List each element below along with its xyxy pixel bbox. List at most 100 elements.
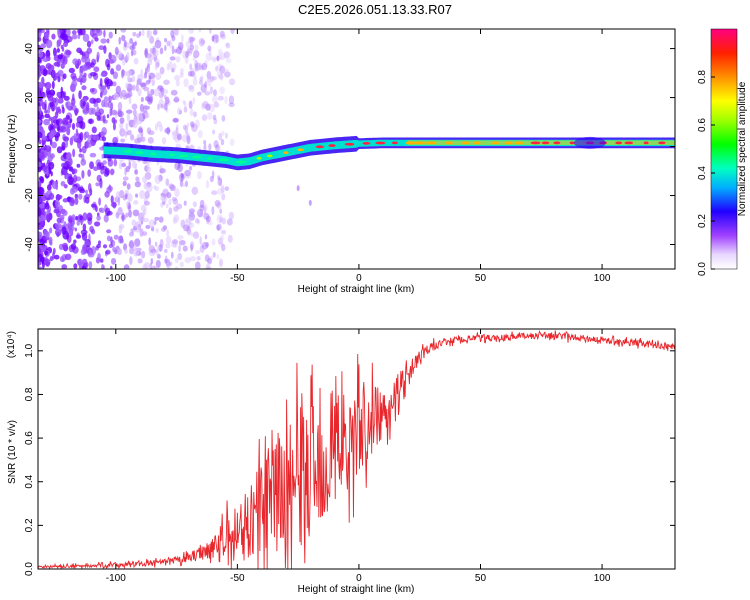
x-tick-label: 50	[475, 573, 487, 584]
noise-point	[131, 84, 136, 91]
noise-point	[180, 67, 184, 75]
noise-point	[122, 180, 127, 187]
spectrogram-panel: -100 -50 0 50 100 -40 -20 0 20 40 Height of stra…	[7, 28, 676, 295]
noise-point	[85, 196, 90, 204]
noise-point	[45, 39, 53, 49]
noise-point	[217, 145, 221, 153]
snr-x-ticks: -100 -50 0 50 100	[106, 329, 611, 584]
noise-point	[216, 188, 224, 195]
noise-point	[100, 88, 108, 96]
noise-point	[179, 261, 184, 268]
noise-point	[38, 29, 43, 33]
noise-point	[115, 64, 122, 72]
noise-point	[118, 158, 125, 163]
ridge-hotspot	[178, 154, 189, 158]
noise-point	[192, 201, 197, 208]
noise-point	[110, 195, 114, 204]
noise-point	[73, 133, 78, 142]
noise-point	[104, 191, 110, 198]
noise-point	[197, 170, 202, 180]
noise-point	[209, 75, 215, 83]
noise-point	[183, 101, 187, 108]
noise-point	[38, 124, 43, 133]
noise-point	[38, 260, 42, 266]
noise-point	[71, 214, 76, 223]
noise-point	[139, 228, 144, 237]
noise-point	[168, 183, 175, 190]
ridge-hotspot	[328, 144, 336, 147]
scatter-noise-cloud	[38, 29, 312, 269]
noise-point	[132, 120, 138, 129]
noise-point	[206, 217, 210, 225]
noise-point	[106, 210, 113, 216]
noise-point	[174, 48, 178, 54]
noise-point	[90, 107, 97, 115]
noise-point	[74, 197, 79, 205]
noise-point	[108, 243, 114, 249]
noise-point	[211, 190, 218, 196]
noise-point	[98, 197, 101, 206]
noise-point	[225, 57, 232, 64]
noise-point	[95, 182, 100, 187]
noise-point	[110, 68, 115, 75]
ridge-hotspot	[658, 141, 666, 145]
noise-point	[164, 45, 167, 52]
ridge-hotspot	[362, 141, 371, 145]
noise-point	[181, 134, 189, 143]
noise-point	[173, 205, 179, 212]
noise-point	[140, 250, 146, 259]
noise-point	[171, 130, 177, 136]
noise-point	[212, 57, 217, 63]
noise-point	[178, 239, 186, 246]
noise-point	[136, 33, 141, 39]
noise-point	[173, 96, 180, 103]
noise-point	[171, 35, 176, 42]
noise-point	[228, 78, 236, 86]
noise-point	[50, 171, 53, 177]
noise-point	[221, 115, 226, 122]
noise-point	[49, 227, 53, 234]
noise-point	[184, 125, 189, 135]
noise-point	[160, 195, 166, 202]
noise-point	[40, 214, 46, 222]
snr-panel: -100 -50 0 50 100 0.0 0.2 0.4 0.6 0.8 1.0 Height …	[6, 328, 676, 595]
noise-point	[212, 114, 217, 121]
noise-point	[71, 122, 76, 131]
noise-point	[212, 129, 216, 135]
noise-point	[62, 198, 69, 203]
noise-point	[144, 67, 148, 75]
noise-point	[168, 207, 173, 215]
noise-point	[117, 196, 121, 206]
noise-point	[82, 100, 86, 107]
noise-point	[178, 42, 184, 51]
noise-point	[125, 109, 133, 114]
noise-point	[54, 111, 59, 119]
noise-point	[173, 239, 178, 248]
noise-point	[219, 86, 225, 95]
noise-point	[41, 101, 46, 110]
noise-point	[208, 29, 212, 34]
noise-point	[219, 216, 222, 224]
ridge-hotspot	[283, 151, 289, 155]
noise-point	[188, 221, 192, 226]
ridge-hotspot	[615, 141, 623, 145]
noise-point	[63, 95, 70, 101]
noise-point	[61, 141, 66, 151]
noise-point	[148, 57, 153, 62]
noise-point	[205, 264, 212, 269]
noise-point	[205, 52, 212, 61]
noise-point	[189, 44, 195, 51]
ridge-hotspot	[491, 141, 500, 145]
noise-point	[218, 73, 224, 80]
noise-point	[194, 59, 199, 69]
colorbar-tick-label: 0.8	[697, 70, 708, 84]
noise-point	[57, 97, 64, 104]
noise-point	[120, 29, 127, 33]
noise-point	[201, 62, 208, 71]
noise-point	[159, 238, 164, 248]
spectrogram-y-axis-label: Frequency (Hz)	[7, 115, 18, 184]
noise-point	[184, 169, 191, 177]
noise-point	[126, 70, 132, 77]
noise-point	[199, 77, 203, 82]
noise-point	[41, 135, 47, 141]
